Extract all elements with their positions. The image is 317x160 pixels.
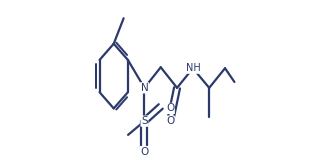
- Text: S: S: [141, 116, 148, 126]
- Text: NH: NH: [185, 63, 200, 73]
- Text: O: O: [166, 103, 174, 113]
- Text: N: N: [140, 83, 148, 93]
- Text: O: O: [166, 116, 174, 126]
- Text: O: O: [140, 147, 149, 156]
